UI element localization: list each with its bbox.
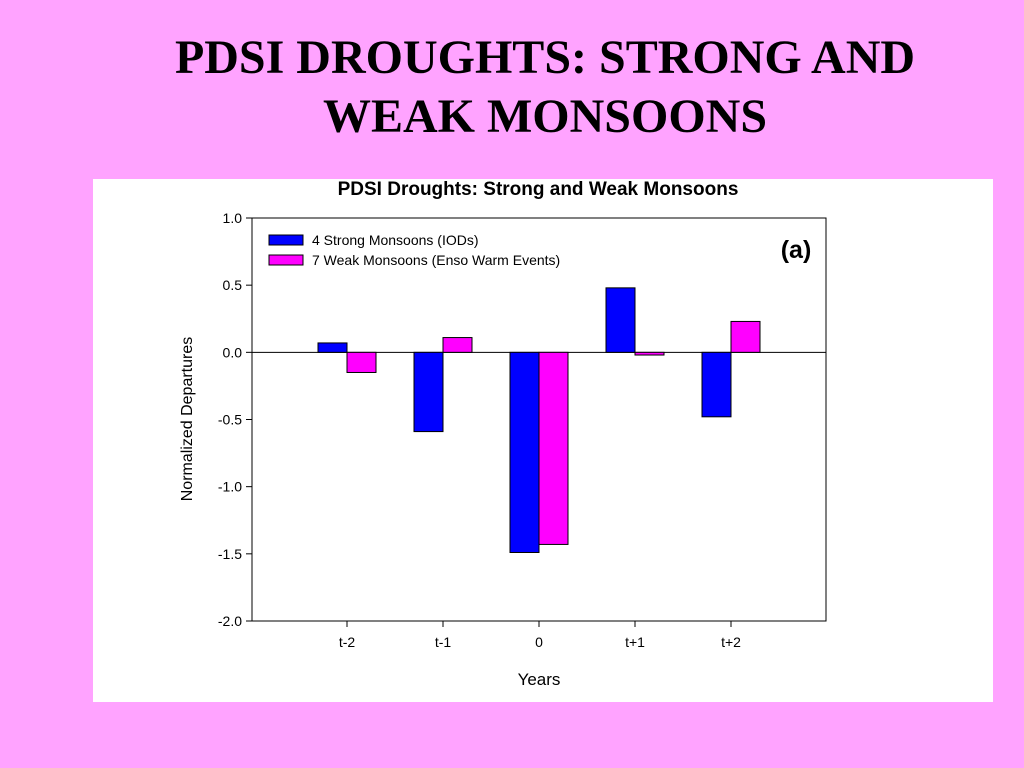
bar-weak-0 [346, 351, 377, 373]
panel-label: (a) [781, 236, 812, 264]
bar-weak-3 [634, 351, 665, 356]
legend-label: 4 Strong Monsoons (IODs) [312, 232, 479, 248]
slide-title: PDSI DROUGHTS: STRONG AND WEAK MONSOONS [80, 28, 1010, 146]
y-tick-label: 0.5 [223, 277, 243, 293]
y-tick-label: -1.5 [218, 546, 242, 562]
y-tick-label: -0.5 [218, 412, 242, 428]
chart-title: PDSI Droughts: Strong and Weak Monsoons [338, 179, 739, 200]
x-tick-label: t+1 [625, 634, 645, 650]
bar-strong-3 [605, 287, 636, 353]
bar-strong-2 [509, 351, 540, 553]
y-tick-label: 1.0 [223, 210, 243, 226]
bar-strong-0 [317, 342, 348, 353]
x-tick-label: 0 [535, 634, 543, 650]
bar-chart: PDSI Droughts: Strong and Weak Monsoons … [179, 179, 827, 689]
bar-strong-4 [701, 351, 732, 418]
y-axis-label: Normalized Departures [179, 337, 196, 502]
y-tick-label: -2.0 [218, 613, 242, 629]
y-tick-label: -1.0 [218, 479, 242, 495]
slide-title-line-2: WEAK MONSOONS [322, 90, 768, 143]
x-tick-label: t-2 [339, 634, 356, 650]
bar-weak-1 [442, 337, 473, 353]
bar-weak-2 [538, 351, 569, 545]
bar-strong-1 [413, 351, 444, 433]
y-tick-label: 0.0 [223, 344, 243, 360]
legend-label: 7 Weak Monsoons (Enso Warm Events) [312, 252, 560, 268]
bar-weak-4 [730, 320, 761, 353]
x-axis-label: Years [518, 670, 561, 689]
chart-panel: PDSI Droughts: Strong and Weak Monsoons … [93, 179, 993, 702]
slide-title-line-1: PDSI DROUGHTS: STRONG AND [174, 31, 916, 84]
x-tick-label: t+2 [721, 634, 741, 650]
x-tick-label: t-1 [435, 634, 452, 650]
legend-swatch [268, 254, 304, 266]
legend-swatch [268, 234, 304, 246]
